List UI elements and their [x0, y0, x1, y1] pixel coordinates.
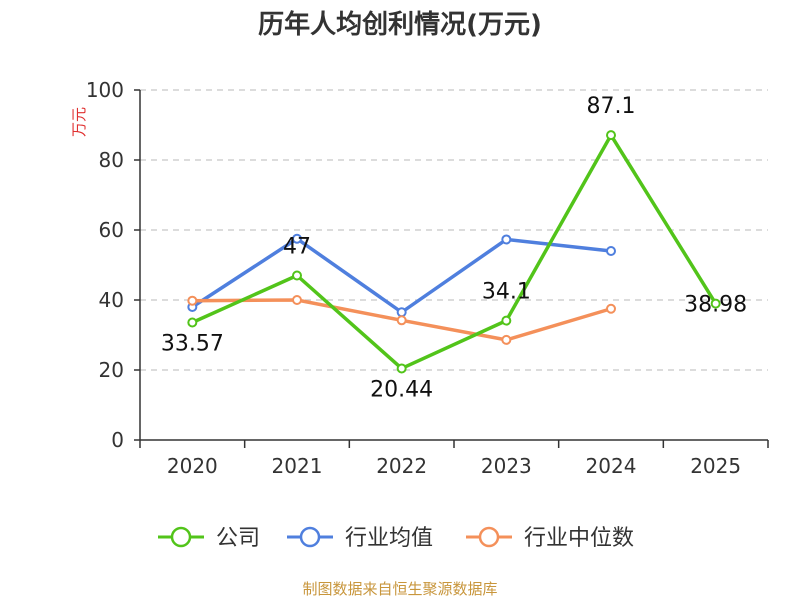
- legend-label: 行业均值: [345, 526, 433, 551]
- y-axis-label: 万元: [70, 107, 88, 137]
- data-point: [501, 334, 512, 345]
- y-tick-label: 80: [99, 148, 124, 172]
- data-point: [187, 295, 198, 306]
- data-point: [292, 270, 302, 281]
- legend: 公司 行业均值 行业中位数: [158, 526, 634, 551]
- y-tick-label: 0: [111, 428, 124, 452]
- data-point: [292, 295, 302, 305]
- y-tick-label: 60: [99, 218, 124, 242]
- data-point: [187, 317, 198, 328]
- legend-swatch-marker: [478, 526, 500, 548]
- data-point: [606, 303, 616, 314]
- data-label: 47: [283, 235, 311, 260]
- legend-label: 行业中位数: [524, 526, 634, 551]
- series-line-0: [191, 133, 718, 371]
- data-point: [396, 363, 407, 374]
- data-label: 87.1: [587, 94, 636, 119]
- data-label: 33.57: [161, 332, 224, 357]
- series-lines: [191, 133, 718, 371]
- axes: 0 20 40 60 80 100 2020 2021 2022 2023 2024 2025 万元: [70, 78, 769, 478]
- y-tick-label: 20: [99, 358, 124, 382]
- source-note: 制图数据来自恒生聚源数据库: [302, 580, 498, 598]
- x-tick-label: 2020: [167, 454, 218, 478]
- data-label: 20.44: [370, 377, 433, 402]
- x-tick-label: 2021: [272, 454, 323, 478]
- grid-lines: [140, 89, 768, 371]
- data-point: [396, 307, 407, 318]
- legend-swatch-marker: [170, 526, 192, 548]
- data-point: [710, 298, 721, 309]
- legend-swatch-marker: [299, 526, 321, 548]
- y-tick-label: 40: [99, 288, 124, 312]
- x-tick-label: 2025: [690, 454, 741, 478]
- data-point: [606, 246, 616, 256]
- data-point: [396, 315, 407, 326]
- series-points: [187, 130, 721, 374]
- data-point: [501, 315, 512, 326]
- data-point: [606, 130, 616, 141]
- legend-label: 公司: [216, 526, 260, 551]
- x-tick-label: 2023: [481, 454, 532, 478]
- data-label: 38.98: [684, 293, 747, 318]
- data-label: 34.1: [482, 280, 531, 305]
- data-point: [292, 233, 302, 244]
- y-tick-label: 100: [86, 78, 124, 102]
- data-point: [501, 234, 512, 245]
- chart-title: 历年人均创利情况(万元): [258, 10, 542, 40]
- data-labels: 33.57 47 20.44 34.1 87.1 38.98: [161, 94, 747, 402]
- x-tick-label: 2022: [376, 454, 427, 478]
- x-tick-label: 2024: [586, 454, 637, 478]
